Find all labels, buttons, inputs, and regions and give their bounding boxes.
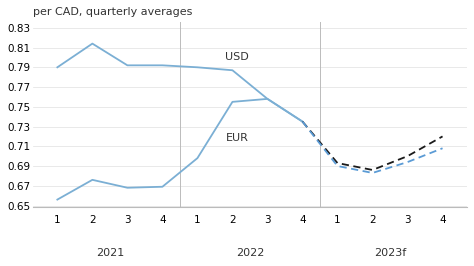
- Text: 2021: 2021: [96, 248, 124, 258]
- Text: 2022: 2022: [236, 248, 264, 258]
- Text: 2023f: 2023f: [374, 248, 406, 258]
- Text: USD: USD: [226, 52, 249, 63]
- Text: EUR: EUR: [226, 133, 248, 143]
- Text: per CAD, quarterly averages: per CAD, quarterly averages: [33, 7, 192, 17]
